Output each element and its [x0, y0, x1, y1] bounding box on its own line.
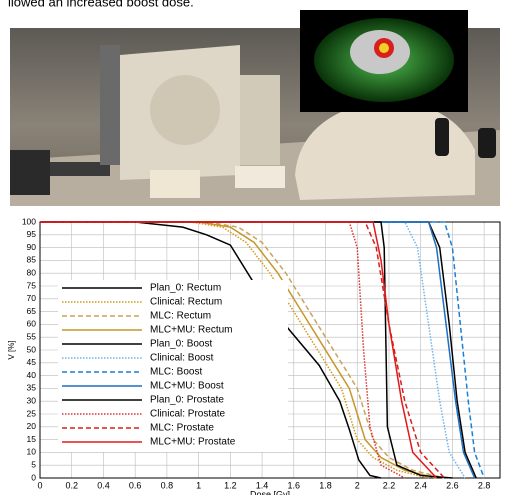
- legend-label: Plan_0: Prostate: [150, 395, 224, 406]
- y-tick-label: 50: [27, 344, 37, 354]
- y-tick-label: 65: [27, 306, 37, 316]
- y-tick-label: 60: [27, 319, 37, 329]
- x-tick-label: 2.6: [446, 480, 459, 490]
- y-tick-label: 95: [27, 229, 37, 239]
- legend-label: MLC: Rectum: [150, 311, 211, 322]
- x-tick-label: 2: [355, 480, 360, 490]
- x-tick-label: 0.2: [65, 480, 78, 490]
- y-tick-label: 80: [27, 267, 37, 277]
- y-tick-label: 85: [27, 255, 37, 265]
- legend-label: MLC+MU: Rectum: [150, 325, 233, 336]
- x-axis-label: Dose [Gy]: [250, 489, 290, 495]
- y-tick-label: 45: [27, 357, 37, 367]
- y-tick-label: 100: [22, 216, 36, 226]
- legend-label: MLC: Prostate: [150, 423, 214, 434]
- x-tick-label: 2.2: [383, 480, 396, 490]
- x-tick-label: 0.8: [161, 480, 174, 490]
- caption-fragment: llowed an increased boost dose.: [8, 0, 194, 9]
- x-tick-label: 0.4: [97, 480, 110, 490]
- x-tick-label: 1: [196, 480, 201, 490]
- x-tick-label: 2.8: [478, 480, 491, 490]
- x-tick-label: 1.8: [319, 480, 332, 490]
- photo: [10, 10, 500, 206]
- x-tick-label: 0.6: [129, 480, 142, 490]
- y-tick-label: 90: [27, 242, 37, 252]
- y-tick-label: 75: [27, 280, 37, 290]
- x-tick-label: 1.2: [224, 480, 237, 490]
- y-tick-label: 20: [27, 421, 37, 431]
- page: {"caption_fragment": "llowed an increase…: [0, 0, 516, 495]
- chart: 0510152025303540455055606570758085909510…: [7, 216, 500, 495]
- legend-label: Clinical: Prostate: [150, 409, 225, 420]
- y-tick-label: 35: [27, 383, 37, 393]
- figure: llowed an increased boost dose. 05101520…: [0, 0, 516, 495]
- legend-label: MLC+MU: Prostate: [150, 437, 236, 448]
- y-tick-label: 15: [27, 434, 37, 444]
- y-tick-label: 55: [27, 331, 37, 341]
- y-tick-label: 30: [27, 395, 37, 405]
- legend-label: Plan_0: Rectum: [150, 283, 221, 294]
- x-tick-label: 0: [37, 480, 42, 490]
- y-axis-label: V [%]: [7, 340, 16, 359]
- y-tick-label: 5: [31, 459, 36, 469]
- legend-label: Plan_0: Boost: [150, 339, 212, 350]
- y-tick-label: 70: [27, 293, 37, 303]
- legend-label: Clinical: Rectum: [150, 297, 222, 308]
- legend-label: Clinical: Boost: [150, 353, 214, 364]
- y-tick-label: 10: [27, 447, 37, 457]
- legend-label: MLC+MU: Boost: [150, 381, 224, 392]
- y-tick-label: 40: [27, 370, 37, 380]
- y-tick-label: 25: [27, 408, 37, 418]
- y-tick-label: 0: [31, 472, 36, 482]
- legend-label: MLC: Boost: [150, 367, 202, 378]
- x-tick-label: 2.4: [414, 480, 427, 490]
